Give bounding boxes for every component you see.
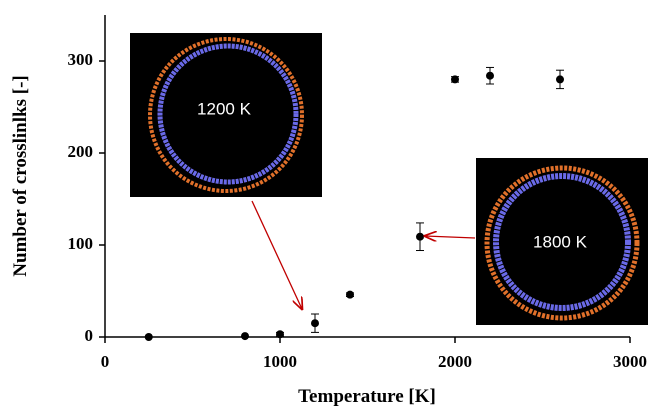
data-point: [416, 232, 424, 241]
x-tick-label: 1000: [263, 352, 297, 371]
inset-label: 1200 K: [197, 99, 252, 118]
x-axis-title: Temperature [K]: [298, 386, 436, 407]
y-tick-label: 100: [68, 234, 94, 253]
data-point: [311, 319, 319, 328]
inset-1800: 1800 K: [476, 158, 648, 325]
x-tick-label: 0: [101, 352, 110, 371]
x-tick-label: 3000: [613, 352, 647, 371]
inner-ring: [157, 43, 299, 185]
y-axis-title: Number of crosslinlks [-]: [10, 75, 31, 276]
y-tick-label: 300: [68, 50, 94, 69]
y-tick-label: 200: [68, 142, 94, 161]
data-point: [556, 75, 564, 84]
inner-ring: [493, 173, 631, 311]
outer-ring: [148, 37, 304, 193]
outer-ring: [484, 165, 640, 321]
inset-1200: 1200 K: [130, 33, 322, 197]
x-tick-label: 2000: [438, 352, 472, 371]
data-point: [486, 71, 494, 80]
arrow: [425, 236, 476, 238]
inset-label: 1800 K: [533, 232, 588, 251]
data-point: [451, 75, 459, 84]
data-point: [144, 333, 153, 341]
data-point: [276, 330, 284, 339]
y-tick-label: 0: [85, 326, 94, 345]
data-point: [241, 332, 249, 341]
arrow: [251, 200, 302, 309]
data-point: [346, 290, 354, 299]
inset-background: [476, 158, 648, 325]
